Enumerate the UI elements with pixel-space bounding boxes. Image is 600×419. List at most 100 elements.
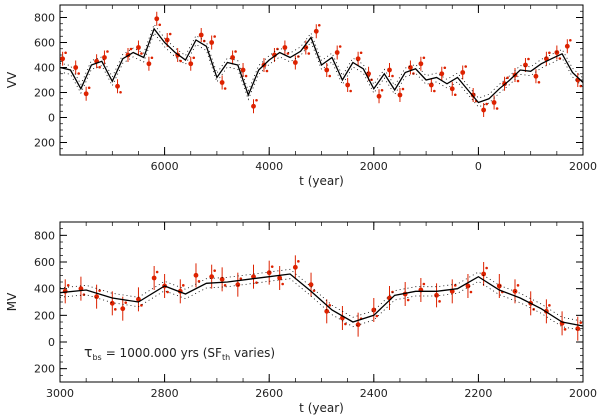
top-panel-data-point <box>146 61 152 67</box>
top-panel-data-point-minor <box>537 80 541 84</box>
top-panel-xtick-label: 6000 <box>151 160 179 173</box>
top-panel-data-point-minor <box>87 86 91 90</box>
top-panel-data-point-minor <box>548 51 551 55</box>
bottom-panel-data-point <box>496 283 502 289</box>
top-panel-xlabel: t (year) <box>299 174 344 188</box>
top-panel-data-point <box>230 55 235 60</box>
top-panel-data-point-minor <box>307 52 311 55</box>
top-panel-data-point <box>376 93 382 99</box>
top-panel-data-point-minor <box>359 51 363 55</box>
top-panel-data-point <box>418 61 424 67</box>
top-panel-data-point-minor <box>234 50 237 53</box>
bottom-panel-data-point-minor <box>114 308 117 311</box>
top-panel-data-point <box>198 32 204 38</box>
bottom-panel-data-point-minor <box>406 298 410 302</box>
top-panel-data-point <box>313 28 319 34</box>
top-panel-data-point-minor <box>265 69 269 73</box>
bottom-panel-data-point-minor <box>197 280 201 283</box>
top-panel-data-point <box>564 43 570 49</box>
bottom-panel-data-point <box>62 288 68 294</box>
bottom-panel-xtick-label: 2200 <box>464 387 492 400</box>
bottom-panel-ytick-label: 0 <box>48 336 55 349</box>
bottom-panel-data-point <box>209 274 215 280</box>
annotation-subscript2: th <box>222 353 230 362</box>
top-panel-data-point-minor <box>569 38 572 42</box>
top-panel-data-point <box>251 103 256 109</box>
bottom-panel-data-point <box>193 272 199 278</box>
top-panel-data-point-minor <box>119 90 122 94</box>
top-panel-data-point <box>73 65 79 70</box>
bottom-panel-data-point <box>434 292 439 298</box>
bottom-panel-annotation: τbs = 1000.000 yrs (SFth varies) <box>84 345 275 362</box>
bottom-panel-xlabel: t (year) <box>299 401 344 415</box>
top-panel-ytick-label: 200 <box>34 87 55 100</box>
bottom-panel-data-point <box>94 294 100 300</box>
bottom-panel-data-point-minor <box>469 290 473 294</box>
bottom-panel-data-point-minor <box>344 322 347 326</box>
top-panel-ytick-label: 800 <box>34 12 55 25</box>
top-panel-data-point <box>60 56 66 62</box>
top-panel-xtick-label: 2000 <box>569 160 597 173</box>
bottom-panel-data-point <box>219 276 225 282</box>
bottom-panel-data-point-minor <box>239 277 243 280</box>
top-panel-data-point-minor <box>328 74 332 78</box>
bottom-panel-data-point <box>151 275 157 281</box>
top-panel-data-point-minor <box>297 55 300 58</box>
top-panel-data-point <box>439 71 445 77</box>
top-panel-data-point-minor <box>516 79 520 83</box>
annotation-subscript: bs <box>92 353 101 362</box>
top-panel-ytick-label: 200 <box>34 137 55 150</box>
top-panel-data-point-minor <box>443 66 447 70</box>
top-panel-data-point-minor <box>192 56 196 60</box>
bottom-panel-data-point <box>481 271 487 277</box>
top-panel-data-point <box>491 100 497 105</box>
top-panel-data-point-minor <box>433 89 436 93</box>
top-panel-data-point <box>449 86 455 92</box>
top-panel-data-point-minor <box>286 52 290 55</box>
bottom-panel-ytick-label: 600 <box>34 256 55 269</box>
bottom-panel-data-point-minor <box>563 328 567 331</box>
bottom-panel-data-point-minor <box>548 304 551 307</box>
bottom-panel-data-point <box>266 270 272 276</box>
bottom-panel-model-envelope <box>59 268 584 322</box>
top-panel-ytick-label: 400 <box>34 62 55 75</box>
bottom-panel-data-point-minor <box>422 282 426 286</box>
bottom-panel-ytick-label: 200 <box>34 363 55 376</box>
bottom-panel-data-point <box>575 326 581 332</box>
top-panel-data-point-minor <box>98 65 101 69</box>
bottom-panel-data-point <box>371 307 377 313</box>
bottom-panel-data-point-minor <box>181 284 185 287</box>
bottom-panel-data-point-minor <box>66 284 70 287</box>
bottom-panel-xtick-label: 2400 <box>360 387 388 400</box>
top-panel-data-point-minor <box>77 72 80 75</box>
top-panel-data-point <box>355 56 361 62</box>
top-panel-data-point-minor <box>527 57 530 61</box>
top-panel-data-point <box>428 82 434 88</box>
bottom-panel-data-point-minor <box>485 266 488 270</box>
bottom-panel-data-point-minor <box>579 321 583 324</box>
top-panel-data-point <box>554 50 560 55</box>
top-panel-data-point-minor <box>255 98 258 102</box>
bottom-panel-data-point-minor <box>155 270 159 274</box>
top-panel-data-point-minor <box>129 47 133 51</box>
bottom-panel-data-point-minor <box>166 290 169 294</box>
bottom-panel-data-point-minor <box>453 284 457 287</box>
bottom-panel-data-point <box>465 283 471 289</box>
top-panel-data-point <box>282 45 288 50</box>
bottom-panel-data-point-minor <box>328 304 332 307</box>
top-panel-data-point-minor <box>140 52 143 55</box>
top-panel-data-point-minor <box>223 87 227 90</box>
annotation-symbol: τ <box>84 345 92 361</box>
top-panel-data-point-minor <box>106 50 109 53</box>
top-panel-data-point <box>460 70 466 75</box>
top-panel-data-point <box>136 45 141 50</box>
bottom-panel-data-point-minor <box>213 269 216 272</box>
top-panel-data-point-minor <box>391 74 394 78</box>
top-panel-ytick-label: 600 <box>34 37 55 50</box>
top-panel-data-point <box>397 92 403 98</box>
top-panel-data-point-minor <box>422 56 426 60</box>
bottom-panel-data-point <box>235 282 241 288</box>
bottom-panel-model-line <box>59 273 584 327</box>
top-panel-data-point <box>115 83 120 89</box>
